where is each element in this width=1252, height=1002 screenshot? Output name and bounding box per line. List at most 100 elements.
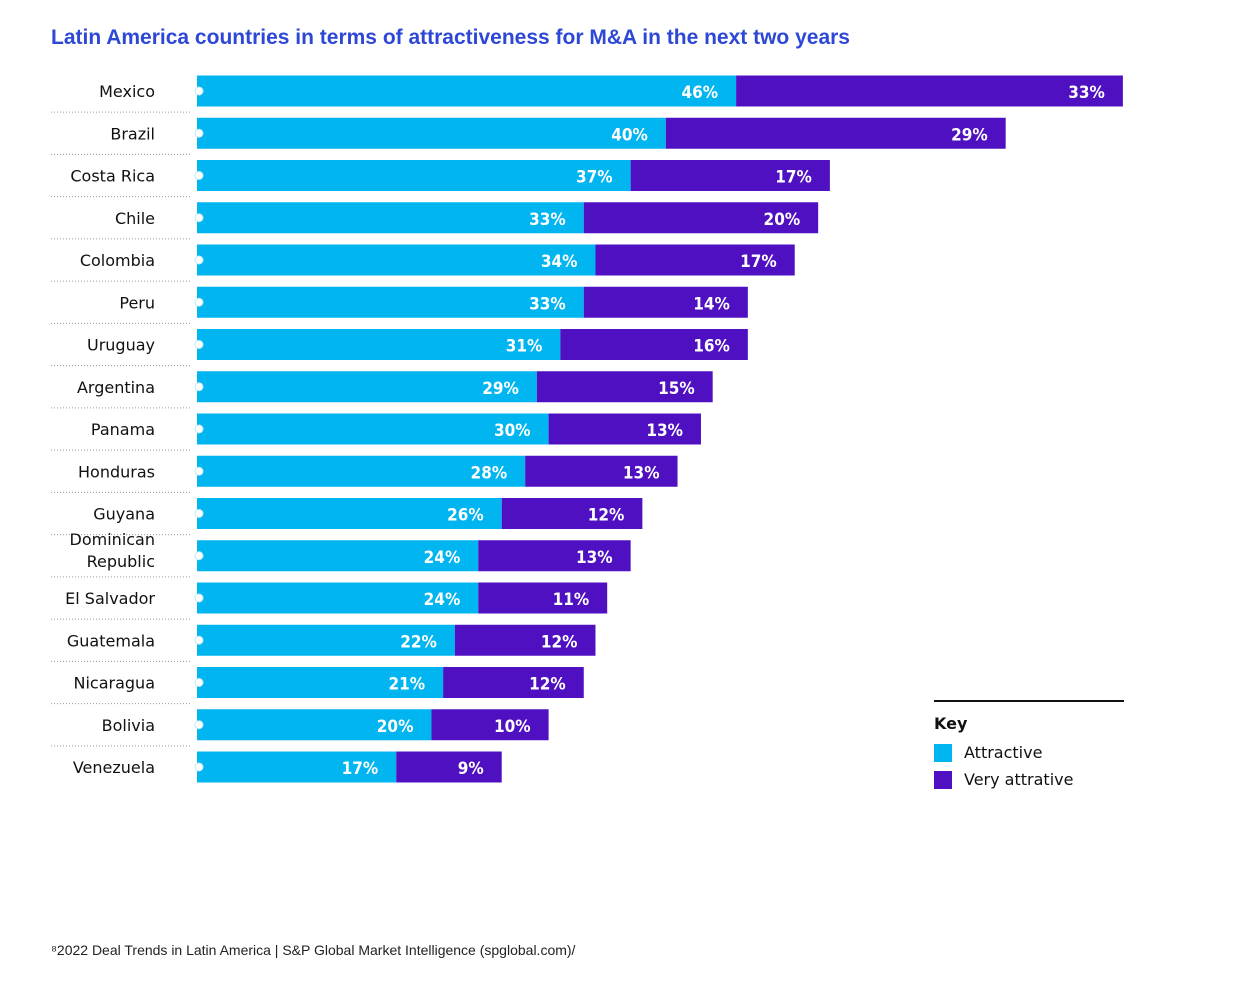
data-label-costa-rica-attractive: 37% [576, 168, 613, 188]
legend: Key Attractive Very attrative [934, 700, 1124, 793]
category-label-panama: Panama [91, 420, 155, 439]
data-label-uruguay-very-attractive: 16% [693, 337, 730, 357]
data-label-chile-very-attractive: 20% [764, 210, 801, 230]
legend-item-very-attractive: Very attrative [934, 766, 1124, 793]
data-label-brazil-very-attractive: 29% [951, 125, 988, 145]
chart-title: Latin America countries in terms of attr… [51, 26, 850, 49]
bar-start-marker [194, 340, 204, 349]
category-label-chile: Chile [115, 209, 155, 228]
data-label-peru-attractive: 33% [529, 294, 566, 314]
data-label-argentina-very-attractive: 15% [658, 379, 695, 399]
bar-dominican-republic-attractive [197, 540, 479, 572]
category-label-colombia: Colombia [80, 251, 155, 270]
bar-start-marker [194, 424, 204, 434]
category-label-bolivia: Bolivia [102, 716, 155, 735]
data-label-nicaragua-very-attractive: 12% [529, 675, 566, 695]
data-label-mexico-very-attractive: 33% [1068, 83, 1105, 103]
category-label-el-salvador: El Salvador [65, 589, 155, 608]
bar-start-marker [194, 593, 204, 603]
bar-costa-rica-very-attractive [630, 160, 830, 191]
data-label-costa-rica-very-attractive: 17% [775, 168, 812, 188]
category-label-mexico: Mexico [99, 82, 155, 101]
data-label-bolivia-very-attractive: 10% [494, 717, 531, 737]
bar-argentina-very-attractive [536, 371, 713, 403]
bar-start-marker [194, 128, 204, 138]
data-label-mexico-attractive: 46% [682, 83, 719, 103]
bar-nicaragua-very-attractive [443, 667, 584, 698]
bar-honduras-very-attractive [525, 455, 678, 487]
bar-panama-very-attractive [548, 413, 701, 445]
bar-mexico-very-attractive [736, 75, 1123, 107]
data-label-peru-very-attractive: 14% [693, 294, 730, 314]
bar-brazil-very-attractive [665, 117, 1006, 149]
data-label-venezuela-attractive: 17% [342, 759, 379, 779]
category-label-venezuela: Venezuela [73, 758, 155, 777]
bar-colombia-attractive [197, 244, 596, 276]
bar-venezuela-attractive [197, 751, 397, 783]
bar-dominican-republic-very-attractive [478, 540, 631, 572]
bar-peru-attractive [197, 286, 584, 318]
bar-peru-very-attractive [583, 286, 748, 318]
legend-label-attractive: Attractive [964, 743, 1043, 762]
bar-guatemala-very-attractive [454, 624, 596, 656]
bar-guyana-attractive [197, 498, 502, 529]
bar-colombia-very-attractive [595, 244, 795, 276]
data-label-colombia-attractive: 34% [541, 252, 578, 272]
data-label-panama-attractive: 30% [494, 421, 531, 441]
bar-start-marker [194, 509, 204, 518]
legend-item-attractive: Attractive [934, 739, 1124, 766]
data-label-nicaragua-attractive: 21% [389, 675, 426, 695]
data-label-guyana-very-attractive: 12% [588, 506, 625, 526]
bar-start-marker [194, 635, 204, 645]
bar-start-marker [194, 255, 204, 265]
data-label-guatemala-very-attractive: 12% [541, 632, 578, 652]
data-label-el-salvador-very-attractive: 11% [553, 590, 590, 610]
data-label-honduras-very-attractive: 13% [623, 463, 660, 483]
data-label-guatemala-attractive: 22% [400, 632, 437, 652]
data-label-bolivia-attractive: 20% [377, 717, 414, 737]
category-label-peru: Peru [119, 293, 155, 312]
data-label-dominican-republic-very-attractive: 13% [576, 548, 613, 568]
data-label-el-salvador-attractive: 24% [424, 590, 461, 610]
bar-bolivia-attractive [197, 709, 432, 741]
bar-start-marker [194, 551, 204, 561]
data-label-uruguay-attractive: 31% [506, 337, 543, 357]
data-label-brazil-attractive: 40% [611, 125, 648, 145]
bar-brazil-attractive [197, 117, 666, 149]
bar-start-marker [194, 762, 204, 772]
bar-chile-very-attractive [583, 202, 819, 234]
legend-swatch-attractive [934, 743, 952, 762]
legend-label-very-attractive: Very attrative [964, 770, 1074, 789]
bar-uruguay-attractive [197, 329, 561, 360]
data-label-venezuela-very-attractive: 9% [458, 759, 484, 779]
data-label-guyana-attractive: 26% [447, 506, 484, 526]
bar-guatemala-attractive [197, 624, 455, 656]
bar-honduras-attractive [197, 455, 526, 487]
category-label-uruguay: Uruguay [87, 336, 155, 355]
bar-uruguay-very-attractive [560, 329, 748, 360]
bar-start-marker [194, 171, 204, 180]
category-label-guatemala: Guatemala [67, 631, 155, 650]
source-footnote: ⁸2022 Deal Trends in Latin America | S&P… [51, 942, 576, 958]
bar-guyana-very-attractive [501, 498, 643, 529]
data-label-chile-attractive: 33% [529, 210, 566, 230]
bar-costa-rica-attractive [197, 160, 631, 191]
bar-start-marker [194, 466, 204, 476]
bar-chile-attractive [197, 202, 584, 234]
category-label-costa-rica: Costa Rica [70, 167, 155, 186]
category-label-guyana: Guyana [93, 505, 155, 524]
bar-venezuela-very-attractive [396, 751, 502, 783]
bar-argentina-attractive [197, 371, 537, 403]
category-label-argentina: Argentina [77, 378, 155, 397]
bar-start-marker [194, 678, 204, 687]
category-label-honduras: Honduras [78, 462, 155, 481]
bar-el-salvador-very-attractive [478, 582, 608, 614]
bar-start-marker [194, 720, 204, 730]
bar-panama-attractive [197, 413, 549, 445]
bar-mexico-attractive [197, 75, 737, 107]
category-label-nicaragua: Nicaragua [74, 674, 156, 693]
legend-swatch-very-attractive [934, 770, 952, 789]
bar-start-marker [194, 382, 204, 392]
category-label-brazil: Brazil [110, 124, 155, 143]
